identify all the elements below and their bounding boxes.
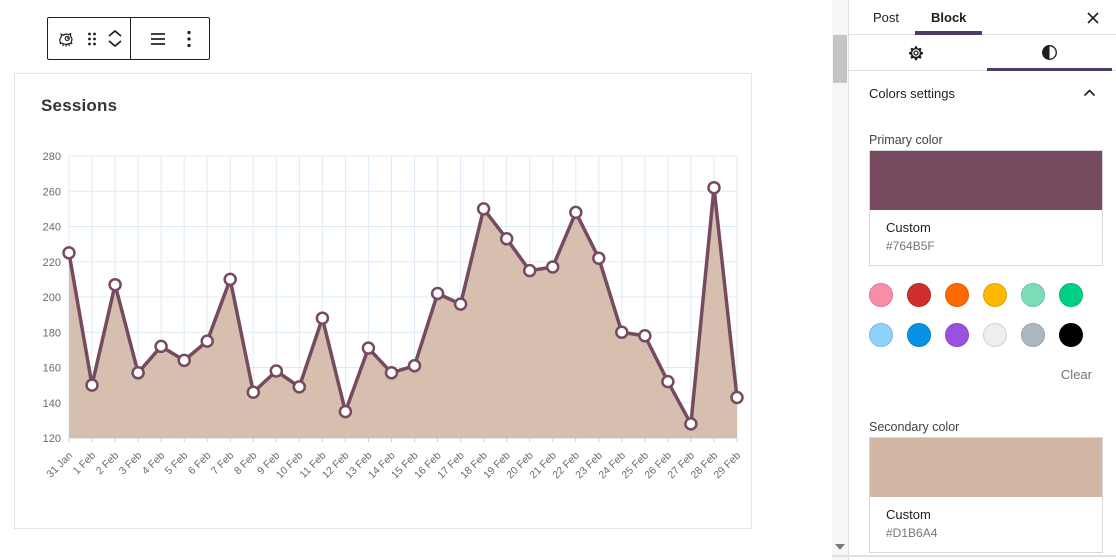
svg-text:140: 140	[43, 398, 61, 410]
palette-color-swatch[interactable]	[1059, 283, 1083, 307]
sessions-chart-block[interactable]: Sessions 280 260 240 220 200 180 160 140 120 31 J…	[14, 73, 752, 529]
vertical-scrollbar[interactable]	[832, 0, 848, 560]
block-type-icon[interactable]	[56, 28, 78, 50]
palette-color-swatch[interactable]	[945, 323, 969, 347]
secondary-color-section: Secondary color Custom #D1B6A4	[869, 420, 1103, 553]
svg-text:2 Feb: 2 Feb	[94, 450, 122, 478]
palette-color-swatch[interactable]	[983, 323, 1007, 347]
align-icon[interactable]	[148, 30, 168, 48]
primary-color-picker[interactable]: Custom #764B5F	[869, 150, 1103, 266]
secondary-color-picker[interactable]: Custom #D1B6A4	[869, 437, 1103, 553]
scrollbar-thumb[interactable]	[833, 35, 847, 83]
clear-button[interactable]: Clear	[1060, 367, 1092, 382]
chart-title: Sessions	[41, 96, 118, 115]
color-palette	[869, 283, 1085, 347]
palette-color-swatch[interactable]	[907, 323, 931, 347]
palette-color-swatch[interactable]	[983, 283, 1007, 307]
svg-text:200: 200	[43, 292, 61, 304]
secondary-color-label: Secondary color	[869, 420, 960, 434]
svg-text:120: 120	[43, 433, 61, 445]
primary-color-swatch	[870, 151, 1102, 210]
settings-sidebar: Post Block Colors settings	[848, 0, 1116, 560]
svg-text:7 Feb: 7 Feb	[209, 450, 237, 478]
secondary-color-swatch	[870, 438, 1102, 497]
svg-text:29 Feb: 29 Feb	[712, 450, 744, 482]
colors-settings-title: Colors settings	[869, 85, 955, 101]
secondary-hex-value: #D1B6A4	[886, 526, 938, 540]
palette-color-swatch[interactable]	[1059, 323, 1083, 347]
palette-color-swatch[interactable]	[869, 323, 893, 347]
svg-text:31 Jan: 31 Jan	[44, 450, 75, 481]
options-icon[interactable]	[186, 29, 192, 49]
svg-text:5 Feb: 5 Feb	[163, 450, 191, 478]
palette-color-swatch[interactable]	[945, 283, 969, 307]
close-icon[interactable]	[1080, 5, 1106, 31]
tab-block[interactable]: Block	[915, 0, 983, 35]
sessions-chart: 280 260 240 220 200 180 160 140 120 31 Jan 1 Feb 2 …	[15, 74, 752, 529]
palette-color-swatch[interactable]	[907, 283, 931, 307]
sidebar-header: Post Block	[849, 0, 1116, 35]
svg-text:240: 240	[43, 222, 61, 234]
palette-color-swatch[interactable]	[869, 283, 893, 307]
primary-custom-label: Custom	[886, 220, 931, 235]
move-up-icon[interactable]	[107, 29, 123, 38]
editor-canvas[interactable]: Sessions 280 260 240 220 200 180 160 140 120 31 J…	[0, 0, 832, 560]
svg-text:160: 160	[43, 363, 61, 375]
svg-text:6 Feb: 6 Feb	[186, 450, 214, 478]
drag-handle-icon[interactable]	[85, 31, 99, 47]
primary-color-section: Primary color Custom #764B5F	[869, 133, 1103, 266]
block-toolbar	[47, 17, 210, 60]
svg-text:280: 280	[43, 151, 61, 163]
styles-icon[interactable]	[983, 35, 1116, 71]
settings-tab-bar	[849, 35, 1116, 71]
svg-text:180: 180	[43, 327, 61, 339]
scroll-down-arrow-icon[interactable]	[835, 544, 845, 550]
tab-post[interactable]: Post	[873, 9, 900, 25]
svg-text:220: 220	[43, 257, 61, 269]
svg-text:3 Feb: 3 Feb	[117, 450, 145, 478]
svg-text:260: 260	[43, 186, 61, 198]
svg-text:8 Feb: 8 Feb	[232, 450, 260, 478]
secondary-custom-label: Custom	[886, 507, 931, 522]
svg-text:1 Feb: 1 Feb	[71, 450, 99, 478]
bottom-divider	[832, 555, 1116, 557]
colors-settings-panel-toggle[interactable]: Colors settings	[849, 71, 1116, 115]
palette-color-swatch[interactable]	[1021, 323, 1045, 347]
move-down-icon[interactable]	[107, 39, 123, 48]
chevron-up-icon	[1083, 89, 1096, 97]
primary-hex-value: #764B5F	[886, 239, 935, 253]
svg-text:4 Feb: 4 Feb	[140, 450, 168, 478]
palette-color-swatch[interactable]	[1021, 283, 1045, 307]
primary-color-label: Primary color	[869, 133, 943, 147]
gear-icon[interactable]	[849, 35, 983, 70]
